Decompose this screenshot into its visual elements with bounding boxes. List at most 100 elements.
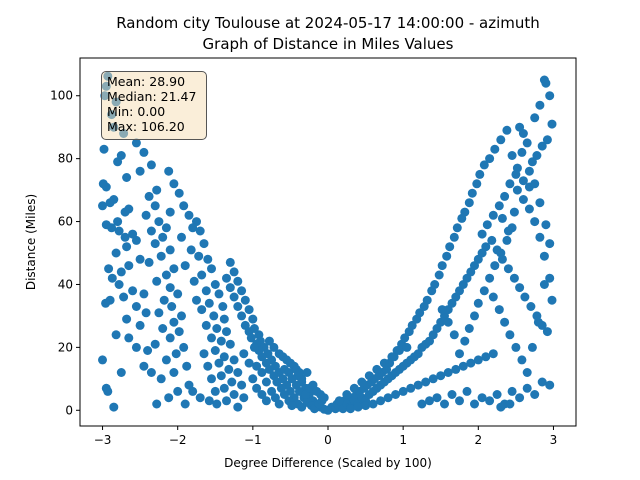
data-point (164, 166, 174, 176)
data-point (394, 346, 404, 355)
x-axis-label: Degree Difference (Scaled by 100) (224, 456, 432, 470)
data-point (524, 204, 534, 214)
data-point (511, 342, 521, 352)
data-point (496, 135, 506, 145)
data-point (257, 352, 267, 362)
data-point (449, 232, 459, 242)
data-point (158, 324, 168, 333)
data-point (246, 333, 256, 343)
data-point (436, 371, 446, 381)
data-point (391, 390, 401, 399)
data-point (167, 302, 177, 311)
data-point (203, 361, 213, 371)
data-point (346, 404, 355, 414)
data-point (107, 223, 117, 233)
data-point (428, 374, 438, 384)
data-point (490, 261, 500, 271)
data-point (507, 151, 517, 160)
data-point (249, 342, 259, 352)
data-point (400, 333, 410, 343)
data-point (488, 349, 498, 359)
x-tick-label: −2 (169, 433, 187, 447)
data-point (219, 314, 229, 324)
data-point (269, 342, 279, 352)
data-point (146, 160, 156, 170)
data-point (179, 342, 189, 352)
data-point (406, 383, 416, 393)
data-point (353, 402, 363, 412)
data-point (287, 401, 297, 411)
data-point (518, 176, 528, 186)
data-point (120, 232, 130, 242)
data-point (159, 295, 169, 305)
data-point (194, 251, 204, 261)
data-point (229, 267, 239, 277)
data-point (197, 270, 207, 280)
chart-title-line1: Random city Toulouse at 2024-05-17 14:00… (116, 14, 540, 32)
data-point (219, 383, 229, 393)
data-point (244, 358, 254, 368)
data-point (398, 386, 408, 396)
data-point (186, 245, 196, 255)
y-tick-label: 40 (58, 277, 73, 291)
data-point (477, 229, 487, 239)
data-point (173, 386, 183, 396)
data-point (156, 251, 166, 261)
data-point (252, 383, 262, 393)
data-point (224, 364, 234, 374)
data-point (334, 396, 344, 406)
data-point (541, 78, 551, 88)
data-point (368, 399, 378, 409)
data-point (169, 264, 179, 274)
data-point (500, 191, 510, 201)
data-point (485, 396, 495, 406)
data-point (131, 138, 141, 148)
data-point (458, 361, 468, 371)
data-point (141, 308, 151, 318)
data-point (467, 188, 477, 198)
data-point (349, 383, 359, 393)
data-point (122, 242, 132, 252)
data-point (216, 371, 226, 381)
data-point (535, 198, 545, 208)
data-point (470, 311, 479, 321)
data-point (218, 302, 228, 311)
data-point (473, 355, 483, 365)
data-point (189, 276, 199, 286)
data-point (146, 368, 156, 377)
data-point (527, 157, 537, 167)
data-point (180, 399, 190, 409)
data-point (494, 305, 504, 315)
data-point (437, 261, 447, 271)
data-point (547, 295, 557, 305)
data-point (237, 380, 247, 390)
y-tick-label: 100 (50, 89, 73, 103)
data-point (545, 273, 555, 283)
data-point (233, 302, 243, 311)
data-point (114, 226, 124, 236)
x-tick-label: −3 (94, 433, 112, 447)
data-point (502, 125, 512, 135)
data-point (515, 393, 525, 403)
data-point (207, 264, 216, 274)
x-tick-label: −1 (244, 433, 262, 447)
data-point (180, 261, 190, 271)
data-point (177, 311, 186, 321)
data-point (124, 333, 134, 343)
data-point (500, 317, 510, 327)
data-point (152, 399, 162, 409)
data-point (261, 396, 271, 406)
data-point (195, 393, 205, 403)
data-point (131, 235, 141, 245)
data-point (257, 368, 267, 377)
data-point (240, 295, 250, 305)
y-axis-label: Distance (Miles) (24, 194, 38, 290)
data-point (164, 393, 174, 403)
data-point (116, 267, 126, 277)
data-point (177, 232, 186, 242)
data-point (505, 399, 515, 409)
data-point (383, 393, 393, 403)
data-point (158, 232, 168, 242)
data-point (532, 151, 542, 160)
